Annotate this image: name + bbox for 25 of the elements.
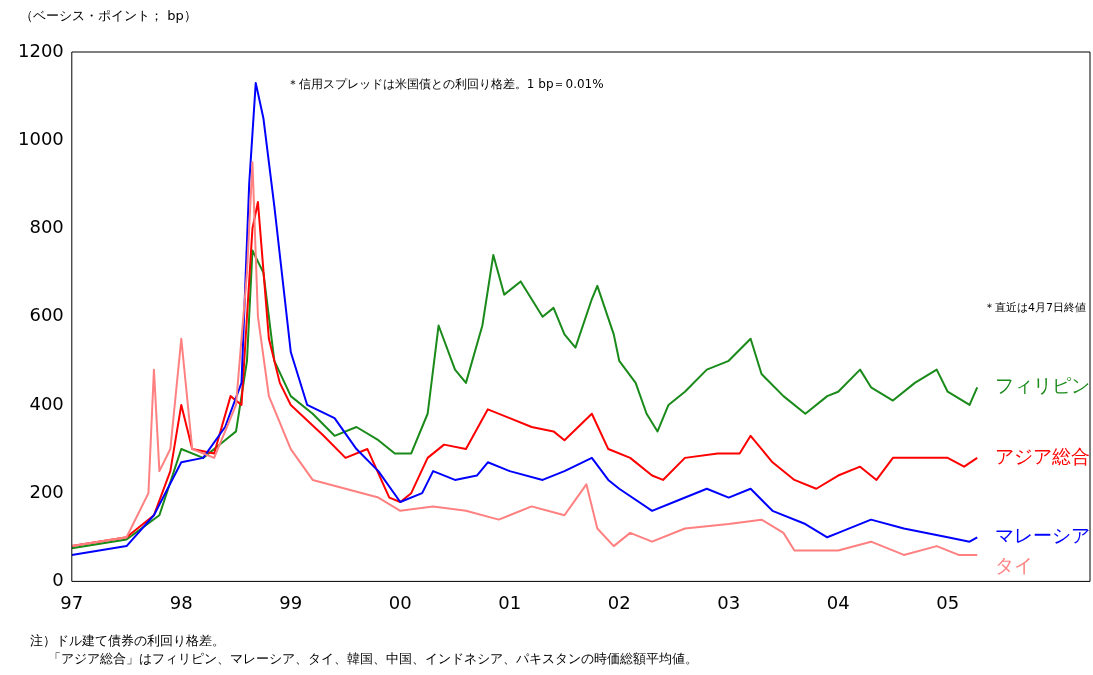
x-tick-label: 01: [498, 591, 522, 613]
x-tick-label: 98: [169, 591, 193, 613]
text: 「アジア総合」はフィリピン、マレーシア、タイ、韓国、中国、インドネシア、パキスタンの時価総額平均値。: [48, 650, 698, 666]
annotation: ＊直近は4月7日終値: [984, 300, 1086, 314]
annotation: ＊信用スプレッドは米国債との利回り格差。1 bp＝0.01%: [286, 77, 604, 92]
x-tick-label: 99: [279, 591, 303, 613]
y-axis-title: （ベーシス・ポイント； bp）: [20, 7, 197, 23]
series-label: マレーシア: [995, 524, 1091, 547]
x-tick-label: 03: [717, 591, 741, 613]
x-tick-label: 00: [388, 591, 412, 613]
x-tick-label: 05: [936, 591, 960, 613]
y-tick-label: 200: [29, 480, 64, 502]
x-tick-label: 04: [826, 591, 850, 613]
y-tick-label: 600: [29, 304, 64, 326]
text: 注）ドル建て債券の利回り格差。: [30, 632, 225, 648]
y-tick-label: 1000: [18, 127, 64, 149]
y-tick-label: 1200: [18, 39, 64, 61]
series-label: フィリピン: [995, 374, 1091, 397]
y-tick-label: 400: [29, 392, 64, 414]
series-label: アジア総合: [995, 444, 1091, 467]
x-tick-label: 97: [60, 591, 84, 613]
x-tick-label: 02: [607, 591, 631, 613]
y-tick-label: 800: [29, 216, 64, 238]
series-label: タイ: [995, 554, 1034, 577]
y-tick-label: 0: [52, 569, 64, 591]
